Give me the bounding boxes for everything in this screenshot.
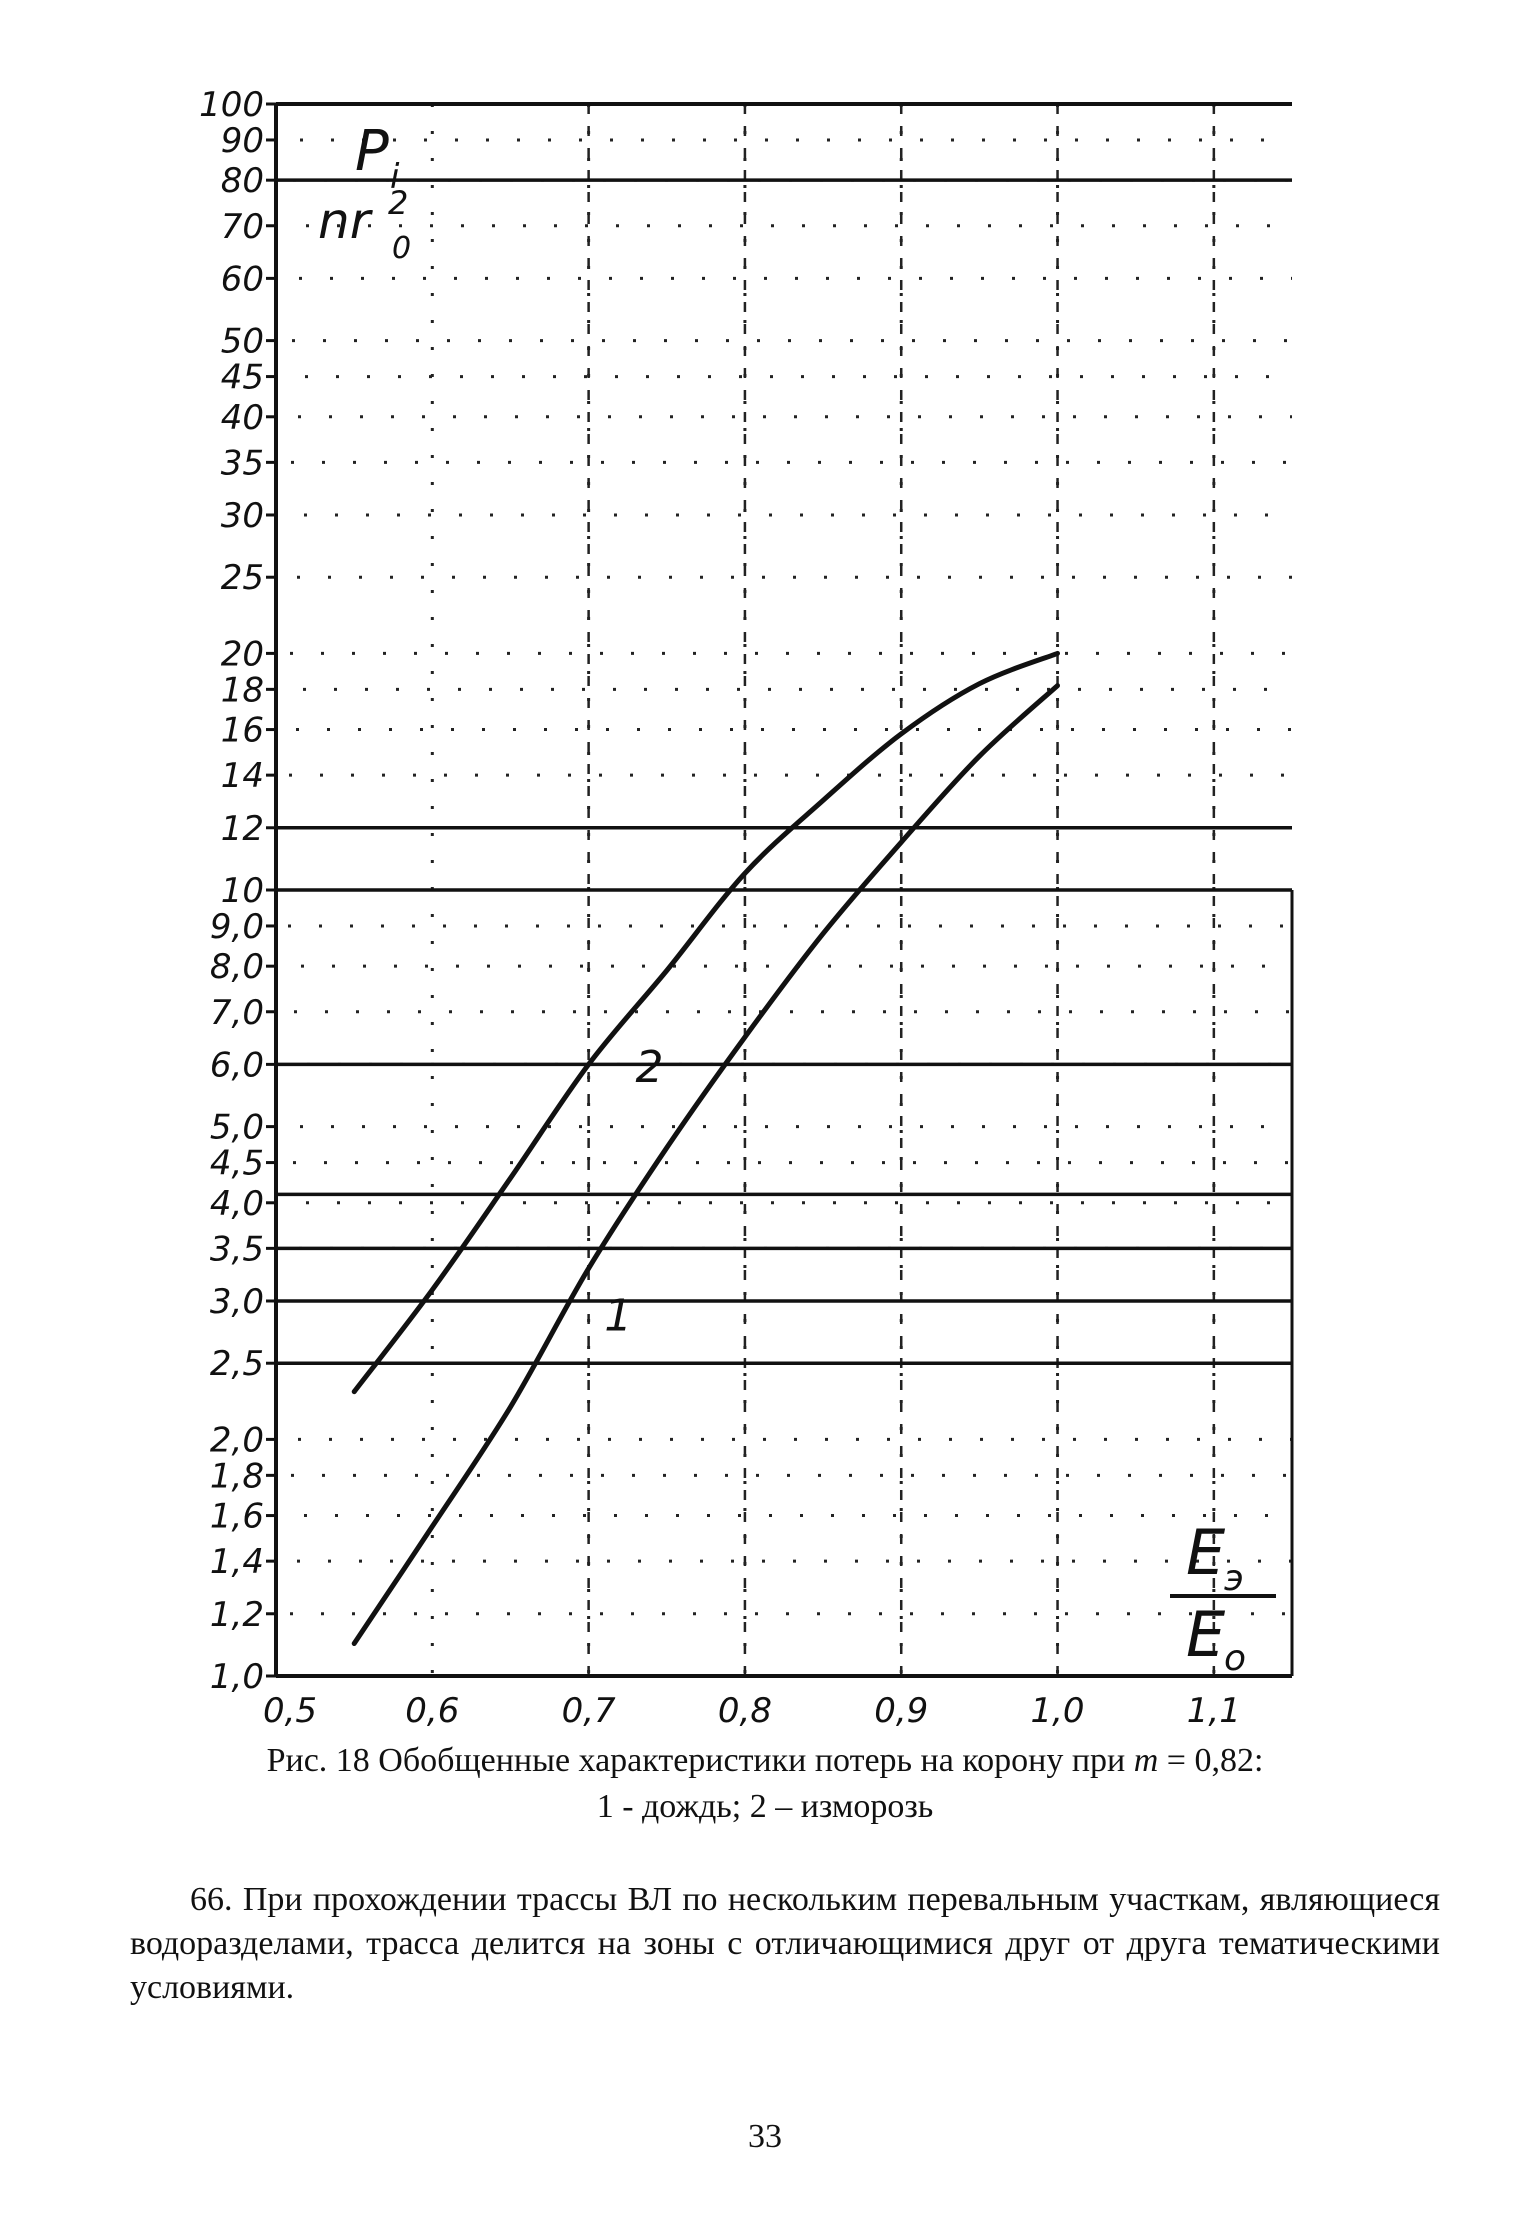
y-tick-label: 1,4 bbox=[210, 1542, 264, 1582]
y-tick-label: 6,0 bbox=[210, 1045, 264, 1085]
y-tick-label: 100 bbox=[199, 85, 264, 125]
paragraph-66: 66. При прохождении трассы ВЛ по несколь… bbox=[130, 1881, 1440, 2006]
y-tick-label: 3,5 bbox=[210, 1229, 264, 1269]
y-axis-label-numerator: P bbox=[355, 119, 389, 184]
y-tick-label: 45 bbox=[221, 358, 264, 398]
y-tick-label: 90 bbox=[221, 121, 264, 161]
x-tick-label: 0,5 bbox=[263, 1691, 317, 1731]
page-number: 33 bbox=[748, 2118, 782, 2155]
y-tick-label: 7,0 bbox=[210, 993, 264, 1033]
y-tick-label: 1,2 bbox=[210, 1595, 264, 1635]
x-tick-label: 0,6 bbox=[405, 1691, 459, 1731]
y-tick-label: 5,0 bbox=[210, 1108, 264, 1148]
x-axis-label-numerator-sub: э bbox=[1224, 1558, 1244, 1599]
figure-legend: 1 - дождь; 2 – изморозь bbox=[596, 1788, 934, 1825]
y-tick-label: 80 bbox=[221, 161, 264, 201]
series-2-label: 2 bbox=[636, 1042, 664, 1093]
caption-suffix: = 0,82: bbox=[1158, 1742, 1264, 1779]
series-2-curve bbox=[351, 650, 1060, 1395]
y-tick-label: 2,5 bbox=[210, 1344, 264, 1384]
x-axis-label-denominator: E bbox=[1186, 1598, 1226, 1671]
figure-caption: Рис. 18 Обобщенные характеристики потерь… bbox=[0, 1738, 1530, 1784]
y-tick-label: 1,6 bbox=[210, 1497, 264, 1537]
y-tick-label: 20 bbox=[221, 634, 264, 674]
x-tick-label: 0,9 bbox=[874, 1691, 928, 1731]
x-tick-label: 1,0 bbox=[1030, 1691, 1084, 1731]
x-axis-label-denominator-sub: о bbox=[1224, 1638, 1246, 1679]
y-tick-label: 50 bbox=[221, 322, 264, 362]
y-tick-label: 18 bbox=[221, 670, 264, 710]
x-tick-label: 0,7 bbox=[562, 1691, 616, 1731]
y-tick-label: 10 bbox=[221, 871, 264, 911]
y-axis-label-denominator-sup: 2 bbox=[388, 184, 408, 222]
y-axis-label-denominator-sub: 0 bbox=[392, 231, 411, 266]
x-tick-label: 1,1 bbox=[1187, 1691, 1241, 1731]
chart-tick-labels: 100908070605045403530252018161412109,08,… bbox=[199, 85, 1241, 1731]
chart: 100908070605045403530252018161412109,08,… bbox=[199, 85, 1294, 1731]
chart-series: 12 bbox=[351, 650, 1060, 1646]
y-tick-label: 30 bbox=[221, 496, 264, 536]
caption-var: m bbox=[1133, 1742, 1159, 1779]
y-tick-label: 35 bbox=[221, 443, 264, 483]
y-tick-label: 4,0 bbox=[210, 1184, 264, 1224]
x-tick-label: 0,8 bbox=[718, 1691, 772, 1731]
chart-axes bbox=[266, 102, 1294, 1678]
y-tick-label: 12 bbox=[221, 809, 264, 849]
y-tick-label: 1,0 bbox=[210, 1657, 264, 1697]
y-tick-label: 2,0 bbox=[210, 1420, 264, 1460]
y-tick-label: 25 bbox=[221, 558, 264, 598]
chart-solid-lines bbox=[276, 178, 1292, 1365]
y-tick-label: 70 bbox=[221, 207, 264, 247]
y-tick-label: 9,0 bbox=[210, 907, 264, 947]
y-axis-label-denominator: nr bbox=[318, 192, 374, 250]
y-tick-label: 14 bbox=[221, 756, 264, 796]
y-tick-label: 3,0 bbox=[210, 1282, 264, 1322]
y-tick-label: 4,5 bbox=[210, 1144, 264, 1184]
y-tick-label: 60 bbox=[221, 259, 264, 299]
y-tick-label: 16 bbox=[221, 711, 264, 751]
series-1-label: 1 bbox=[604, 1291, 632, 1342]
y-tick-label: 1,8 bbox=[210, 1456, 264, 1496]
y-axis-label-numerator-sub: i bbox=[390, 157, 400, 197]
series-1-curve bbox=[351, 683, 1060, 1646]
y-tick-label: 8,0 bbox=[210, 947, 264, 987]
caption-prefix: Рис. 18 Обобщенные характеристики потерь… bbox=[266, 1742, 1134, 1779]
x-axis-label-numerator: E bbox=[1186, 1516, 1226, 1589]
y-tick-label: 40 bbox=[221, 398, 264, 438]
